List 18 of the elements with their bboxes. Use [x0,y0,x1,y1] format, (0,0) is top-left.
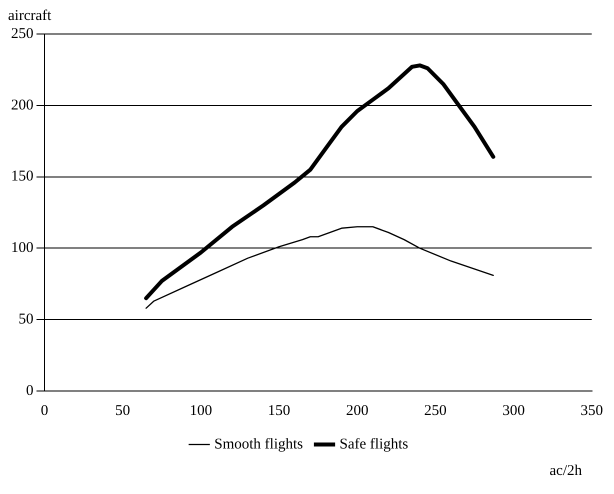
y-tick-label: 150 [11,168,34,185]
legend-label: Smooth flights [214,436,304,452]
x-tick-label: 100 [190,402,212,419]
y-tick-label: 100 [11,240,34,256]
x-tick-label: 350 [580,402,603,419]
x-tick-label: 200 [346,402,368,419]
y-axis-title: aircraft [8,8,52,25]
x-axis-title: ac/2h [550,463,582,480]
y-tick-label: 250 [11,26,34,42]
x-tick-label: 150 [268,402,290,419]
legend-label: Safe flights [340,436,408,452]
x-tick-label: 50 [115,402,130,419]
x-tick-label: 0 [40,402,48,419]
x-tick-label: 250 [424,402,447,419]
y-tick-label: 0 [26,382,34,399]
y-tick-label: 50 [18,312,34,328]
x-tick-label: 300 [502,402,525,419]
y-tick-label: 200 [11,97,34,114]
